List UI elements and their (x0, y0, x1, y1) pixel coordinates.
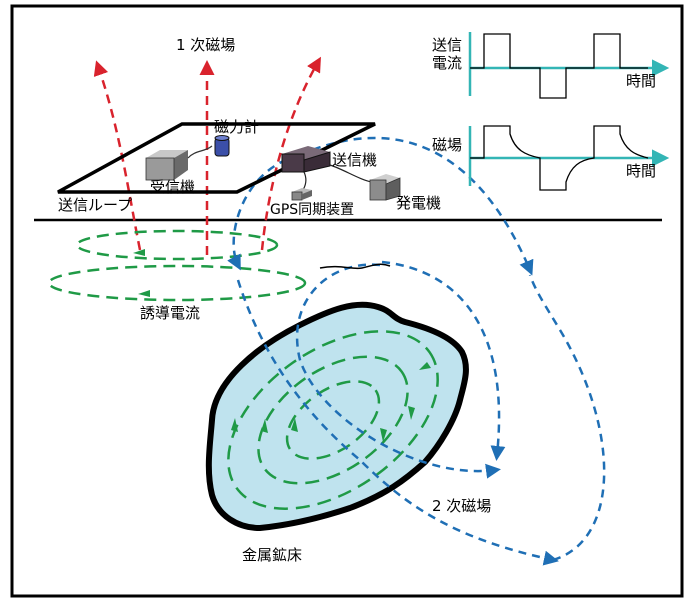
label-induced-current: 誘導電流 (140, 304, 200, 322)
receiver-cable (187, 145, 213, 159)
waveform-top-ylabel-2: 電流 (432, 54, 462, 72)
transmit-loop (57, 122, 376, 194)
gps-device (291, 188, 312, 201)
waveform-top-signal (470, 33, 648, 99)
ore-ring-outer (227, 330, 439, 510)
label-gps-sync: GPS同期装置 (270, 202, 354, 218)
ore-induced-current-rings (227, 330, 439, 510)
surface-arrow-upper (133, 249, 145, 256)
surface-ring-upper (75, 229, 279, 261)
ore-arrow-1 (231, 418, 238, 432)
label-receiver: 受信機 (150, 178, 195, 196)
generator-cable (329, 164, 373, 183)
frame-border (10, 4, 684, 598)
secondary-line-inner (295, 263, 501, 479)
waveform-top-ylabel-1: 送信 (432, 36, 462, 54)
primary-line-right (260, 56, 321, 251)
ore-ring-arrows (231, 362, 431, 442)
label-ore-body: 金属鉱床 (242, 546, 302, 564)
label-primary-field: 1 次磁場 (176, 36, 235, 54)
waveform-bottom-xlabel: 時間 (626, 162, 656, 180)
primary-field-lines (93, 56, 321, 255)
ore-arrow-2 (261, 419, 268, 433)
label-secondary-field: 2 次磁場 (432, 497, 491, 515)
label-transmitter: 送信機 (332, 151, 377, 169)
secondary-line-inner-right (381, 260, 506, 461)
ore-ring-inner (285, 380, 381, 460)
ore-arrow-6 (419, 362, 431, 370)
receiver-box (145, 150, 188, 181)
ore-arrow-5 (408, 406, 415, 420)
label-magnetometer: 磁力計 (214, 118, 259, 136)
ore-surface-crack (319, 263, 391, 270)
waveform-bottom-signal (470, 125, 649, 191)
surface-ring-lower (47, 264, 307, 302)
ore-ring-middle (257, 355, 409, 485)
secondary-line-down (227, 153, 301, 271)
magnetometer-icon (214, 135, 230, 157)
ore-arrow-4 (380, 428, 387, 442)
waveform-bottom-ylabel: 磁場 (432, 136, 462, 154)
surface-arrow-lower (138, 290, 150, 297)
label-transmit-loop: 送信ループ (58, 196, 132, 214)
primary-line-left (93, 60, 142, 251)
waveform-top-xlabel: 時間 (626, 72, 656, 90)
waveform-magnetic-field: 磁場 時間 (432, 125, 670, 191)
secondary-line-right-loop (528, 274, 606, 562)
label-generator: 発電機 (396, 194, 441, 212)
waveform-transmit-current: 送信 電流 時間 (432, 32, 670, 99)
transmitter-box (281, 146, 331, 173)
generator-box (369, 174, 401, 201)
ore-arrow-3 (291, 418, 298, 432)
surface-induced-current (47, 229, 307, 302)
